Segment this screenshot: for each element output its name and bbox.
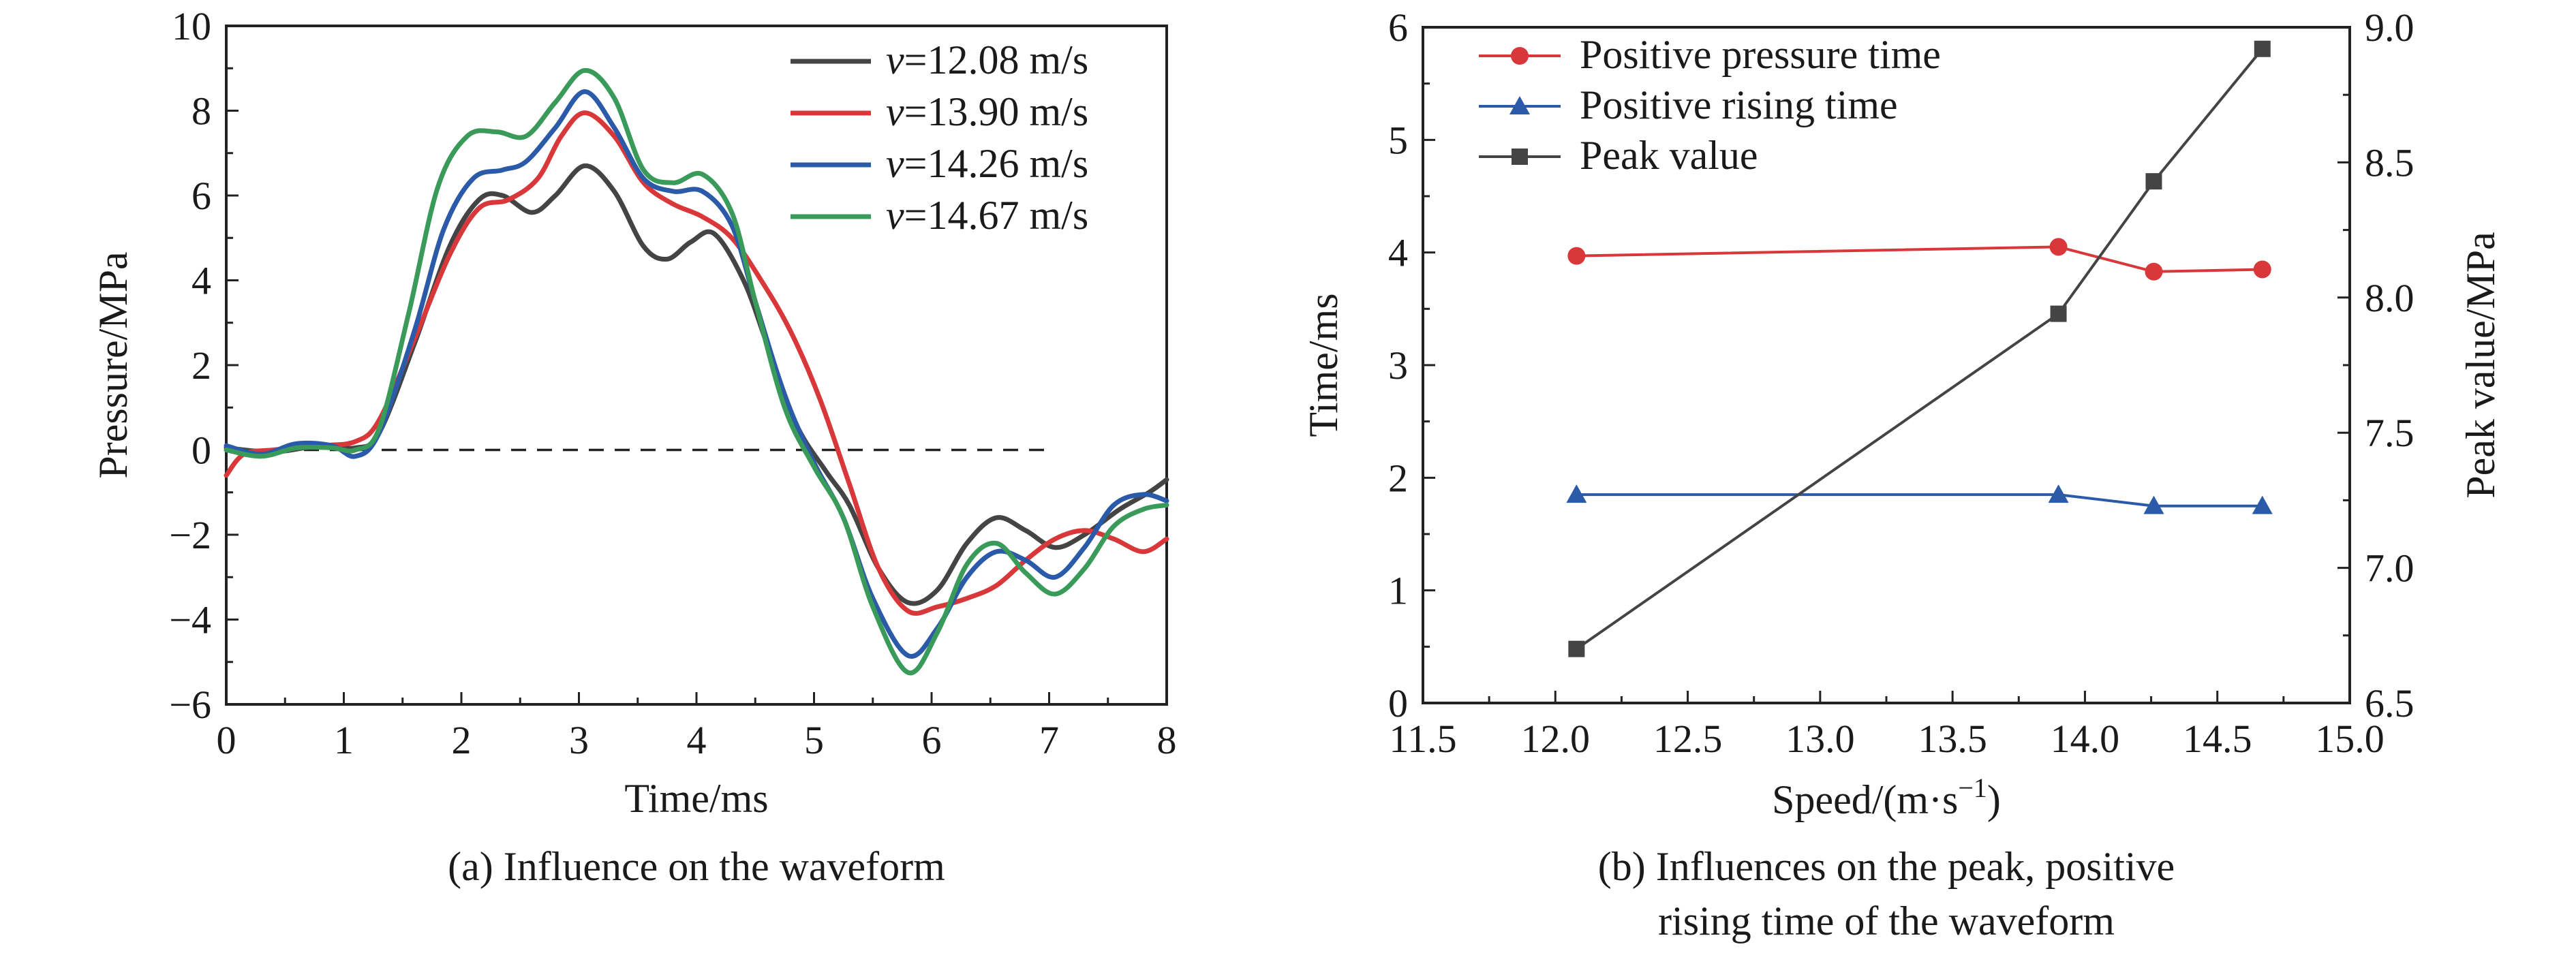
chart-a-legend-label-2: v=13.90 m/s bbox=[886, 89, 1088, 134]
chart-a-y-tick-label: −6 bbox=[169, 683, 211, 727]
chart-a-legend-value: =14.67 m/s bbox=[904, 193, 1089, 238]
chart-b-legend-label-2: Positive rising time bbox=[1580, 82, 1898, 127]
chart-b-left-tick-label: 5 bbox=[1388, 118, 1408, 162]
chart-b-left-tick-label: 6 bbox=[1388, 5, 1408, 50]
chart-b-legend-marker-3 bbox=[1512, 149, 1528, 165]
chart-b-series-2-point bbox=[2143, 495, 2164, 514]
chart-b-left-tick-label: 0 bbox=[1388, 681, 1408, 725]
chart-b-series-3-point bbox=[1568, 640, 1585, 657]
chart-a-series bbox=[224, 67, 1169, 676]
chart-a-series-line-3 bbox=[224, 89, 1169, 659]
chart-a-legend-value: =13.90 m/s bbox=[904, 89, 1089, 134]
chart-a-x-tick-label: 1 bbox=[334, 718, 354, 762]
chart-a-y-axis-label: Pressure/MPa bbox=[91, 251, 136, 478]
chart-b-left-axis-label: Time/ms bbox=[1301, 293, 1346, 437]
chart-a-y-tick-label: 6 bbox=[191, 174, 211, 218]
chart-a-x-tick-label: 6 bbox=[922, 718, 942, 762]
chart-a-x-tick-label: 7 bbox=[1039, 718, 1059, 762]
chart-b-series-1-point bbox=[2145, 262, 2163, 281]
chart-a-legend-label-3: v=14.26 m/s bbox=[886, 141, 1088, 186]
chart-b-series-line-2 bbox=[1576, 493, 2263, 507]
chart-b-left-tick-label: 1 bbox=[1388, 569, 1408, 613]
chart-a-legend-label-1: v=12.08 m/s bbox=[886, 37, 1088, 82]
chart-a-y-tick-label: 0 bbox=[191, 428, 211, 473]
chart-a-legend: v=12.08 m/sv=13.90 m/sv=14.26 m/sv=14.67… bbox=[791, 37, 1088, 238]
chart-b-series-2-point bbox=[1566, 484, 1587, 503]
chart-b-right-tick-label: 8.5 bbox=[2365, 140, 2414, 185]
chart-b-frame bbox=[1422, 26, 2351, 704]
chart-b-legend: Positive pressure time Positive rising ti… bbox=[1479, 32, 1941, 178]
chart-a-legend-symbol: v bbox=[886, 141, 904, 186]
chart-b-right-tick-label: 7.0 bbox=[2365, 546, 2414, 591]
chart-b-series-1-point bbox=[2049, 238, 2068, 256]
chart-b-series-line-1 bbox=[1576, 245, 2263, 273]
chart-a-x-tick-label: 8 bbox=[1157, 718, 1177, 762]
chart-a-x-tick-label: 3 bbox=[569, 718, 589, 762]
chart-a-x-tick-label: 0 bbox=[217, 718, 236, 762]
chart-b-x-tick-label: 15.0 bbox=[2315, 717, 2385, 761]
chart-b-series-3-point bbox=[2254, 40, 2271, 57]
chart-a-y-tick-label: 4 bbox=[191, 259, 211, 303]
chart-a-legend-symbol: v bbox=[886, 89, 904, 134]
chart-a-x-axis-label: Time/ms bbox=[624, 776, 768, 821]
chart-b-series bbox=[1566, 40, 2273, 657]
chart-b-left-tick-label: 4 bbox=[1388, 231, 1408, 275]
chart-b-ticks: 11.5 12.0 12.5 13.0 13.5 14.0 14.5 15.0 0 1 2 3 4 5 6 6… bbox=[1388, 5, 2414, 761]
chart-a-legend-symbol: v bbox=[886, 193, 904, 238]
chart-b-x-tick-label: 12.5 bbox=[1653, 717, 1723, 761]
chart-b-x-axis-label-end: ) bbox=[1987, 777, 2001, 822]
chart-b: 11.5 12.0 12.5 13.0 13.5 14.0 14.5 15.0 0 1 2 3 4 5 6 6… bbox=[1301, 5, 2503, 943]
chart-b-caption-line-2: rising time of the waveform bbox=[1658, 899, 2115, 943]
chart-a-series-line-4 bbox=[224, 67, 1169, 676]
chart-a-y-tick-label: 8 bbox=[191, 89, 211, 134]
chart-b-x-tick-label: 12.0 bbox=[1521, 717, 1591, 761]
chart-a-legend-symbol: v bbox=[886, 37, 904, 82]
chart-a-x-tick-label: 4 bbox=[687, 718, 707, 762]
chart-a-y-tick-label: 2 bbox=[191, 343, 211, 388]
chart-a-y-tick-label: −4 bbox=[169, 598, 211, 642]
chart-b-x-tick-label: 11.5 bbox=[1389, 717, 1456, 761]
chart-b-right-tick-label: 9.0 bbox=[2365, 5, 2414, 50]
chart-b-series-line-3 bbox=[1576, 48, 2264, 651]
chart-b-right-tick-label: 6.5 bbox=[2365, 681, 2414, 725]
chart-b-series-3-point bbox=[2050, 305, 2067, 322]
chart-b-right-axis-label: Peak value/MPa bbox=[2458, 232, 2503, 499]
chart-b-x-axis-unit-exponent: −1 bbox=[1958, 772, 1987, 803]
chart-b-x-axis-label: Speed/(m·s−1) bbox=[1772, 772, 2001, 822]
chart-b-legend-label-1: Positive pressure time bbox=[1580, 32, 1941, 77]
chart-b-right-tick-label: 8.0 bbox=[2365, 276, 2414, 320]
chart-b-x-tick-label: 14.5 bbox=[2183, 717, 2252, 761]
chart-b-series-2-point bbox=[2252, 495, 2273, 514]
chart-b-series-2-point bbox=[2048, 484, 2069, 503]
chart-a-y-tick-label: −2 bbox=[169, 513, 211, 557]
chart-a: 0 1 2 3 4 5 6 7 8 −6 −4 −2 0 2 4 6 8 10 Time/ms Pressure/… bbox=[91, 4, 1177, 889]
chart-b-legend-label-3: Peak value bbox=[1580, 133, 1758, 178]
chart-b-x-tick-label: 13.5 bbox=[1918, 717, 1987, 761]
chart-b-right-tick-label: 7.5 bbox=[2365, 411, 2414, 455]
chart-b-left-tick-label: 3 bbox=[1388, 343, 1408, 388]
chart-a-y-tick-label: 10 bbox=[172, 4, 211, 48]
chart-a-x-tick-label: 5 bbox=[804, 718, 824, 762]
chart-a-ticks: 0 1 2 3 4 5 6 7 8 −6 −4 −2 0 2 4 6 8 10 bbox=[169, 4, 1176, 762]
chart-a-legend-value: =12.08 m/s bbox=[904, 37, 1089, 82]
chart-a-legend-value: =14.26 m/s bbox=[904, 141, 1089, 186]
chart-a-x-tick-label: 2 bbox=[452, 718, 472, 762]
chart-b-series-1-point bbox=[2253, 260, 2271, 279]
chart-a-caption: (a) Influence on the waveform bbox=[448, 844, 945, 889]
chart-b-x-tick-label: 13.0 bbox=[1785, 717, 1855, 761]
chart-b-series-1-point bbox=[1567, 247, 1586, 265]
chart-b-legend-marker-1 bbox=[1511, 47, 1529, 65]
chart-b-legend-marker-2 bbox=[1509, 96, 1530, 114]
chart-a-legend-label-4: v=14.67 m/s bbox=[886, 193, 1088, 238]
chart-b-x-tick-label: 14.0 bbox=[2051, 717, 2120, 761]
chart-b-caption-line-1: (b) Influences on the peak, positive bbox=[1598, 844, 2175, 889]
chart-b-series-3-point bbox=[2145, 173, 2162, 190]
chart-b-left-tick-label: 2 bbox=[1388, 456, 1408, 500]
